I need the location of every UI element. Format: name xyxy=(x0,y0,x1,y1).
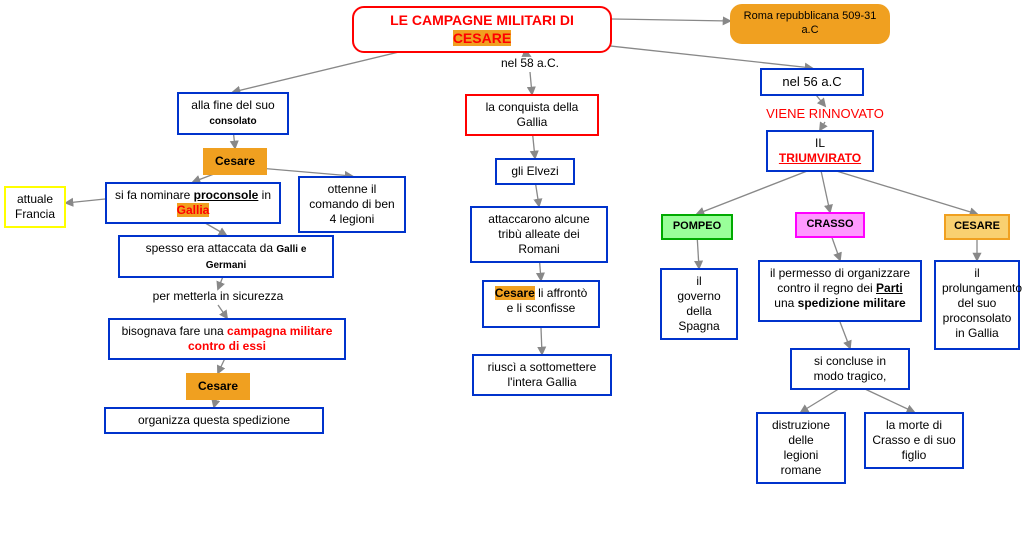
node-gallia2: il prolungamento del suo proconsolato in… xyxy=(934,260,1020,350)
node-consolato: alla fine del suo consolato xyxy=(177,92,289,135)
node-nel58: nel 58 a.C. xyxy=(480,56,580,70)
node-francia: attualeFrancia xyxy=(4,186,66,228)
edge-rinnovato-triumvirato xyxy=(820,122,825,130)
edge-nel58-gallia xyxy=(530,72,532,94)
node-legioni: ottenne il comando di ben 4 legioni xyxy=(298,176,406,233)
node-cesare2: Cesare xyxy=(186,373,250,400)
edge-affronto-sottomettere xyxy=(541,328,542,354)
node-title: LE CAMPAGNE MILITARI DI CESARE xyxy=(352,6,612,53)
node-distruzione: distruzionedellelegioniromane xyxy=(756,412,846,484)
node-tragico: si concluse in modo tragico, xyxy=(790,348,910,390)
node-crasso: CRASSO xyxy=(795,212,865,238)
node-rinnovato: VIENE RINNOVATO xyxy=(745,106,905,122)
node-gallia: la conquista della Gallia xyxy=(465,94,599,136)
edge-sicurezza-campagna xyxy=(218,305,227,318)
node-affronto: Cesare li affrontò e li sconfisse xyxy=(482,280,600,328)
node-nel56: nel 56 a.C xyxy=(760,68,864,96)
node-spagna: ilgovernodellaSpagna xyxy=(660,268,738,340)
edge-triumvirato-pompeo xyxy=(697,166,820,214)
node-pompeo: POMPEO xyxy=(661,214,733,240)
node-attaccarono: attaccarono alcune tribù alleate dei Rom… xyxy=(470,206,608,263)
node-morte: la morte di Crasso e di suo figlio xyxy=(864,412,964,469)
edge-triumvirato-crasso xyxy=(820,166,830,212)
node-campagna: bisognava fare una campagna militare con… xyxy=(108,318,346,360)
node-organizza: organizza questa spedizione xyxy=(104,407,324,434)
node-cesare3: CESARE xyxy=(944,214,1010,240)
node-parti: il permesso di organizzare contro il reg… xyxy=(758,260,922,322)
node-proconsole: si fa nominare proconsole in Gallia xyxy=(105,182,281,224)
edge-parti-tragico xyxy=(840,322,850,348)
node-roma: Roma repubblicana 509-31 a.C xyxy=(730,4,890,44)
node-attaccata: spesso era attaccata da Galli e Germani xyxy=(118,235,334,278)
node-sottomettere: riuscì a sottomettere l'intera Gallia xyxy=(472,354,612,396)
node-sicurezza: per metterla in sicurezza xyxy=(128,289,308,303)
edge-triumvirato-cesare3 xyxy=(820,166,977,214)
node-cesare1: Cesare xyxy=(203,148,267,175)
edge-title-roma xyxy=(612,19,730,21)
node-triumvirato: ILTRIUMVIRATO xyxy=(766,130,874,172)
node-elvezi: gli Elvezi xyxy=(495,158,575,185)
edge-proconsole-francia xyxy=(66,199,105,203)
